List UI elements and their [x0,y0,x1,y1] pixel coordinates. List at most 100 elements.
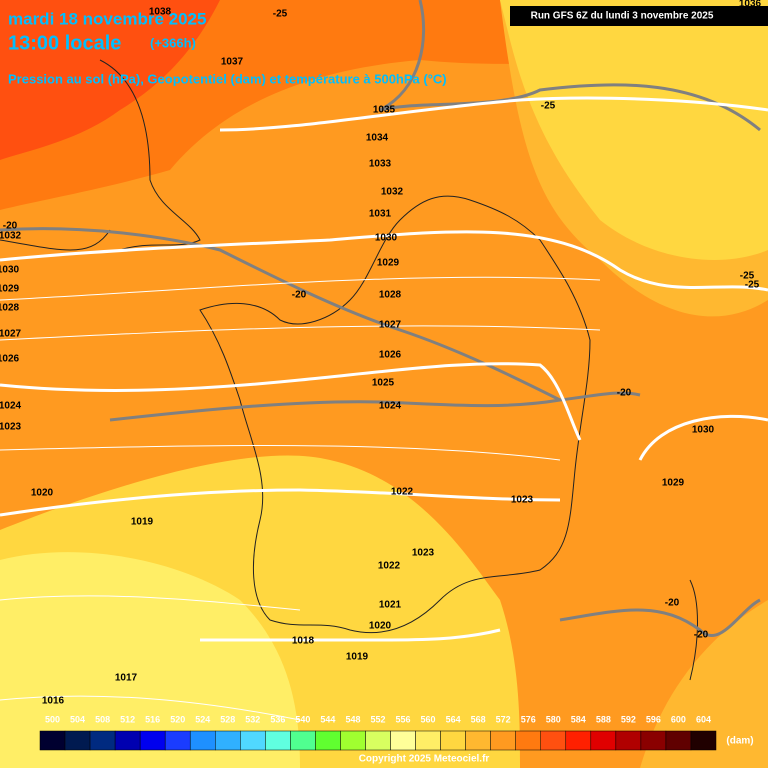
colorbar-label: 576 [521,714,536,724]
colorbar-label: 512 [120,714,135,724]
isobar-label: 1018 [292,636,315,647]
colorbar-label: 556 [396,714,411,724]
colorbar-unit: (dam) [726,736,753,747]
run-box [510,6,768,26]
colorbar-label: 592 [621,714,636,724]
isobar-label: 1022 [391,487,414,498]
colorbar-label: 564 [446,714,461,724]
isobar-label: 1020 [31,488,54,499]
temperature-label: -25 [740,271,755,282]
subtitle: Pression au sol (hPa), Geopotentiel (dam… [8,71,447,86]
colorbar-label: 580 [546,714,561,724]
isobar-label: 1022 [378,561,401,572]
colorbar-swatch [365,730,391,751]
isobar-label: 1025 [372,378,395,389]
temperature-label: -20 [617,388,632,399]
isobar-label: 1028 [0,303,20,314]
colorbar-swatch [215,730,241,751]
isobar-label: 1032 [0,231,22,242]
colorbar-swatch [565,730,592,751]
colorbar-swatch [340,730,366,751]
colorbar-swatch [39,730,66,751]
isobar-label: 1017 [115,673,138,684]
colorbar-label: 508 [95,714,110,724]
colorbar-swatch [265,730,291,751]
isobar-label: 1021 [379,600,402,611]
colorbar-swatch [665,730,692,751]
isobar-label: 1029 [0,284,20,295]
colorbar-label: 572 [496,714,511,724]
temperature-label: -20 [292,290,307,301]
colorbar-label: 596 [646,714,661,724]
isobar-label: 1019 [346,652,369,663]
colorbar-swatch [515,730,541,751]
colorbar-swatch [590,730,617,751]
colorbar-label: 560 [421,714,436,724]
temperature-label: -25 [273,9,288,20]
colorbar-label: 552 [370,714,385,724]
colorbar-swatch [89,730,116,751]
time: 13:00 locale [8,32,121,54]
colorbar-label: 548 [345,714,360,724]
colorbar-label: 504 [70,714,85,724]
colorbar-label: 544 [320,714,335,724]
coastline [0,59,698,681]
date: mardi 18 novembre 2025 [8,9,206,28]
temperature-label: -25 [745,280,760,291]
temperature-label: -20 [3,221,18,232]
colorbar-label: 536 [270,714,285,724]
lead-time: (+366h) [150,35,196,50]
band [500,0,768,260]
copyright: Copyright 2025 Meteociel.fr [359,754,490,765]
isobar-label: 1027 [0,329,22,340]
colorbar-swatch [690,730,717,751]
band [640,600,768,768]
colorbar-swatch [64,730,91,751]
isobar-label: 1033 [369,159,392,170]
isobar-label: 1023 [511,495,534,506]
run-info: Run GFS 6Z du lundi 3 novembre 2025 [531,11,714,22]
colorbar-label: 528 [220,714,235,724]
isobar-label: 1027 [379,320,402,331]
colorbar-swatch [615,730,642,751]
colorbar-swatch [390,730,416,751]
band [0,552,300,768]
colorbar-swatch [640,730,667,751]
isobar-labels: 1038 1037 1035 1034 1033 1032 1031 1030 … [0,0,762,707]
isobar-label: 1023 [0,422,22,433]
isobar-label: 1034 [366,133,389,144]
isobar-label: 1031 [369,209,392,220]
isobar-label: 1024 [379,401,402,412]
isobar-label: 1030 [375,233,398,244]
colorbar-swatch [290,730,316,751]
colorbar-swatch [164,730,191,751]
isobar-label: 1016 [42,696,65,707]
isobar-label: 1038 [149,7,172,18]
colorbar-label: 540 [295,714,310,724]
isobar-label: 1028 [379,290,402,301]
colorbar-swatch [139,730,166,751]
colorbar-swatch [490,730,516,751]
temperature-label: -20 [694,630,709,641]
band [0,0,220,160]
isobar-label: 1026 [379,350,402,361]
isobar-label: 1037 [221,57,244,68]
colorbar-label: 600 [671,714,686,724]
isobar-label: 1029 [662,478,685,489]
colorbar-label: 588 [596,714,611,724]
isobar-label: 1030 [0,265,20,276]
isobar-label: 1030 [692,425,715,436]
colorbar-label: 524 [195,714,210,724]
temperature-labels: -25 -25 -20 -20 -25 -25 -20 -20 -20 [3,9,760,641]
colorbar-label: 520 [170,714,185,724]
colorbar-swatch [189,730,216,751]
colorbar-swatch [540,730,567,751]
colorbar-label: 604 [696,714,711,724]
colorbar-label: 516 [145,714,160,724]
colorbar-swatch [315,730,341,751]
isobar-label: 1036 [739,0,762,10]
isobar-label: 1023 [412,548,435,559]
colorbar-swatch [440,730,466,751]
isobar-label: 1035 [373,105,396,116]
